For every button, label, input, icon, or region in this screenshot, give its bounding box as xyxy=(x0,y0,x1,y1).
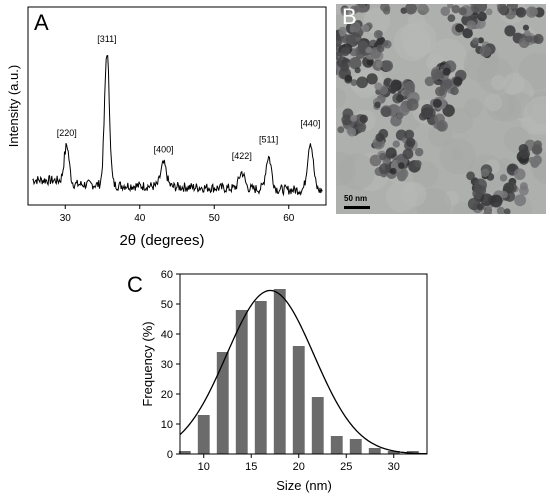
histogram-bar xyxy=(235,310,248,454)
histogram-bar xyxy=(254,301,267,454)
histogram-bar xyxy=(197,415,210,454)
histogram-x-tick-label: 30 xyxy=(388,461,400,473)
histogram-y-tick-label: 0 xyxy=(167,449,173,461)
histogram-bar xyxy=(311,397,324,454)
xrd-peak-label: [311] xyxy=(97,34,116,44)
xrd-peak-label: [440] xyxy=(300,118,320,128)
histogram-bar xyxy=(216,352,229,454)
histogram-bar xyxy=(330,436,343,454)
xrd-pattern-line xyxy=(32,55,323,197)
xrd-peak-label: [220] xyxy=(57,128,77,138)
histogram-bar xyxy=(178,451,191,454)
histogram-bar xyxy=(292,346,305,454)
xrd-plot-frame xyxy=(27,6,327,206)
histogram-y-tick-label: 40 xyxy=(161,329,173,341)
xrd-x-axis-label: 2θ (degrees) xyxy=(119,232,204,249)
histogram-ticks: 10 15 20 25 30 0 10 20 30 40 50 60 xyxy=(161,269,400,473)
histogram-y-tick-label: 30 xyxy=(161,359,173,371)
histogram-x-tick-label: 25 xyxy=(340,461,352,473)
histogram-bar xyxy=(273,289,286,454)
histogram-y-axis-label: Frequency (%) xyxy=(140,321,155,406)
tem-nanoparticle-image xyxy=(336,4,546,214)
panel-c-label: C xyxy=(127,272,143,297)
xrd-peak-label: [422] xyxy=(232,151,252,161)
xrd-y-axis-label: Intensity (a.u.) xyxy=(6,65,21,147)
xrd-x-tick-label: 40 xyxy=(134,213,146,224)
histogram-y-tick-label: 20 xyxy=(161,389,173,401)
xrd-ticks: 30 40 50 60 xyxy=(60,205,295,224)
panel-b-label: B xyxy=(342,4,357,29)
scale-bar xyxy=(344,206,370,209)
xrd-x-tick-label: 30 xyxy=(60,213,72,224)
histogram-bar xyxy=(349,439,362,454)
size-distribution-chart: 10 15 20 25 30 0 10 20 30 40 50 60 Size (nm) Freque… xyxy=(140,269,428,493)
histogram-y-tick-label: 10 xyxy=(161,419,173,431)
histogram-x-tick-label: 15 xyxy=(245,461,257,473)
histogram-x-axis-label: Size (nm) xyxy=(276,478,332,493)
tem-micrograph: B 50 nm xyxy=(336,4,546,214)
xrd-x-tick-label: 50 xyxy=(209,213,221,224)
gaussian-fit-curve xyxy=(179,289,427,455)
histogram-x-tick-label: 10 xyxy=(198,461,210,473)
histogram-y-tick-label: 50 xyxy=(161,299,173,311)
xrd-peak-label: [400] xyxy=(154,144,174,154)
xrd-chart: 30 40 50 60 [220][311][400][422][511][440] … xyxy=(6,6,327,249)
panel-a-label: A xyxy=(34,10,49,35)
histogram-y-tick-label: 60 xyxy=(161,269,173,281)
xrd-peak-labels: [220] [311] [400] [422] [511] [440] xyxy=(57,34,321,161)
histogram-bar xyxy=(368,448,381,454)
histogram-bar xyxy=(387,451,400,454)
scale-bar-label: 50 nm xyxy=(344,194,368,203)
xrd-x-tick-label: 60 xyxy=(283,213,295,224)
histogram-x-tick-label: 20 xyxy=(293,461,305,473)
histogram-bars xyxy=(178,289,419,454)
histogram-bar xyxy=(406,451,419,454)
xrd-peak-label: [511] xyxy=(259,135,278,145)
